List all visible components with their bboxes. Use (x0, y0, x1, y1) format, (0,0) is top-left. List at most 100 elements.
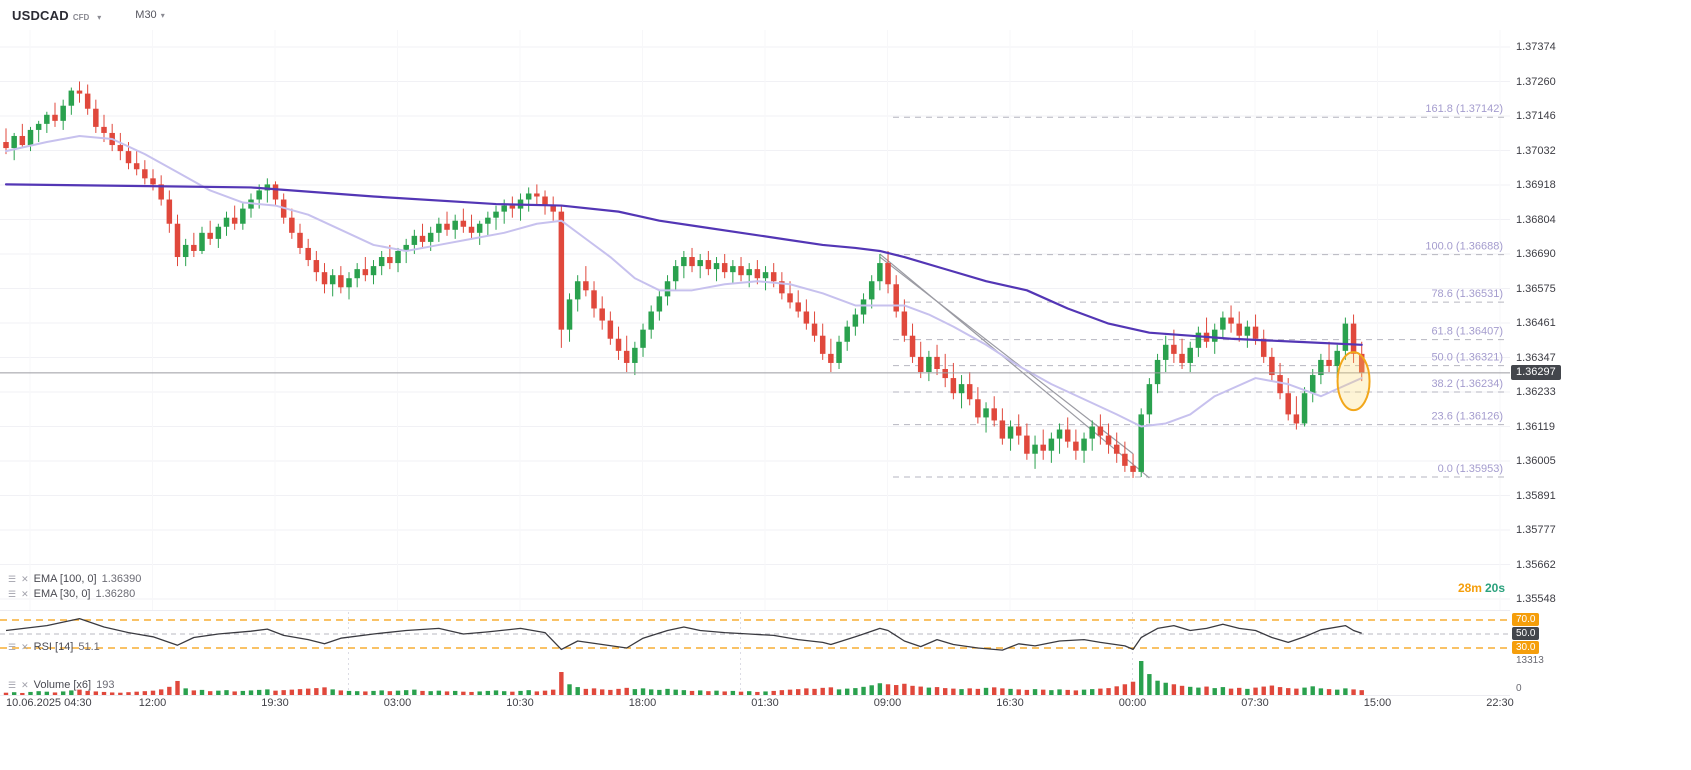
candle (354, 269, 360, 279)
price-chart-canvas[interactable]: 161.8 (1.37142) 100.0 (1.36688) 78.6 (1.36… (0, 30, 1510, 610)
volume-bar (428, 691, 433, 695)
candle (615, 338, 622, 351)
candle (223, 217, 230, 227)
close-icon[interactable]: ✕ (21, 641, 29, 652)
candle (231, 217, 238, 224)
volume-bar (722, 691, 727, 695)
candle (101, 126, 107, 133)
volume-bar (1122, 684, 1128, 695)
volume-bar (289, 689, 295, 695)
candle (1032, 444, 1038, 454)
candle (1350, 323, 1357, 354)
candle (329, 275, 336, 285)
candle (1269, 356, 1275, 376)
candle (476, 223, 483, 233)
price-axis-label: 1.36918 (1516, 179, 1556, 191)
volume-bar (697, 690, 703, 695)
candle (746, 269, 752, 276)
fib-level-label: 78.6 (1.36531) (1431, 288, 1503, 300)
volume-panel-canvas[interactable] (0, 658, 1510, 695)
candle (1015, 426, 1022, 436)
candle (542, 196, 548, 206)
candle (207, 232, 213, 239)
volume-bar (820, 687, 825, 695)
time-axis[interactable]: 10.06.2025 04:30 12:00 19:30 03:00 10:30 18:0… (0, 697, 1560, 713)
candle (1064, 429, 1071, 442)
candle (574, 281, 581, 300)
volume-bar (943, 688, 948, 695)
close-icon[interactable]: ✕ (21, 679, 29, 690)
menu-icon[interactable]: ☰ (8, 641, 17, 652)
candle (1244, 326, 1251, 336)
candle (313, 260, 320, 273)
candle (934, 356, 940, 369)
volume-bar (1277, 687, 1283, 695)
candle-countdown: 28m 20s (1455, 581, 1505, 595)
volume-bar (379, 690, 384, 695)
timeframe-selector[interactable]: M30 ▾ (135, 9, 164, 21)
volume-bar (624, 687, 629, 695)
volume-bar (828, 687, 834, 695)
volume-bar (224, 690, 229, 695)
volume-bar (118, 692, 123, 695)
trendline[interactable] (879, 256, 1134, 455)
indicator-value: 51.1 (78, 641, 100, 653)
candle (297, 232, 303, 248)
volume-bar (1204, 686, 1209, 695)
candle (125, 151, 132, 164)
volume-bar (395, 690, 401, 695)
candle (721, 263, 728, 273)
indicator-legend-ema30: ☰ ✕ EMA [30, 0] 1.36280 (8, 588, 135, 600)
volume-bar (297, 689, 303, 695)
candle (272, 184, 279, 200)
volume-bar (1326, 689, 1332, 695)
candle (142, 169, 148, 179)
volume-bar (591, 688, 597, 695)
chevron-down-icon: ▾ (160, 10, 165, 20)
candle (681, 257, 687, 267)
candle (1146, 384, 1153, 415)
price-axis-label: 1.35548 (1516, 593, 1556, 605)
volume-bar (387, 691, 393, 695)
volume-bar (559, 672, 564, 695)
volume-bar (52, 692, 58, 695)
candle (770, 272, 777, 282)
candle (1024, 435, 1030, 454)
volume-bar (1351, 689, 1356, 695)
time-axis-label: 10.06.2025 04:30 (6, 697, 92, 709)
volume-bar (77, 689, 82, 695)
menu-icon[interactable]: ☰ (8, 573, 17, 584)
volume-bar (608, 689, 613, 695)
price-axis-label: 1.36233 (1516, 386, 1556, 398)
volume-bar (322, 687, 327, 695)
volume-bar (371, 690, 376, 695)
close-icon[interactable]: ✕ (21, 573, 29, 584)
rsi-panel-canvas[interactable] (0, 612, 1510, 657)
volume-bar (1335, 689, 1340, 695)
instrument-type-label: CFD (72, 12, 90, 22)
volume-bar (1155, 680, 1160, 695)
highlight-ellipse[interactable] (1336, 351, 1371, 412)
candle (909, 335, 916, 357)
volume-bar (1057, 689, 1062, 695)
candle (240, 208, 246, 224)
candle (664, 281, 671, 297)
price-axis-label: 1.35777 (1516, 524, 1556, 536)
candle (133, 163, 140, 170)
menu-icon[interactable]: ☰ (8, 588, 17, 599)
volume-bar (1147, 674, 1152, 695)
volume-bar (1008, 688, 1013, 695)
symbol-selector[interactable]: USDCAD CFD ▾ (12, 8, 101, 23)
menu-icon[interactable]: ☰ (8, 679, 17, 690)
close-icon[interactable]: ✕ (21, 588, 29, 599)
volume-bar (69, 690, 74, 695)
candle (558, 211, 565, 330)
candle (640, 329, 646, 348)
volume-bar (314, 688, 319, 695)
volume-bar (1106, 688, 1111, 695)
candle (19, 135, 26, 146)
candle (550, 205, 556, 212)
volume-bar (689, 690, 695, 695)
volume-bar (1237, 687, 1242, 695)
candle (713, 263, 720, 270)
